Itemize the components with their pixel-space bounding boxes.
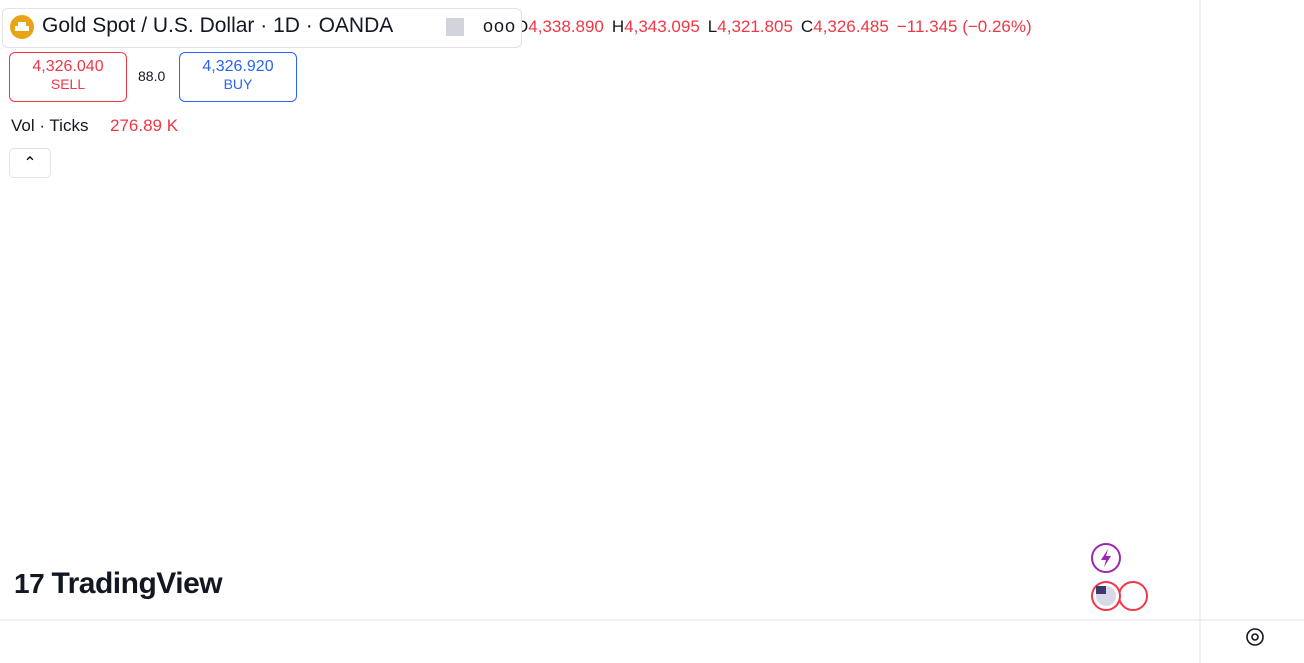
buy-price: 4,326.920 — [202, 58, 274, 75]
more-button[interactable]: ooo — [483, 16, 517, 36]
logo-text: TradingView — [51, 567, 223, 600]
settings-icon-core — [1251, 633, 1259, 641]
symbol-title: Gold Spot / U.S. Dollar · 1D · OANDA — [42, 14, 394, 37]
logo-mark: 17 — [14, 568, 52, 599]
sell-price: 4,326.040 — [32, 58, 104, 75]
volume-value: 276.89 K — [110, 116, 179, 135]
sell-label: SELL — [50, 76, 86, 92]
sell-button[interactable]: 4,326.040 SELL — [9, 52, 127, 102]
symbol-icon — [10, 15, 34, 39]
buy-label: BUY — [223, 76, 253, 92]
flag-canton — [1096, 586, 1106, 594]
collapse-button[interactable]: ⌃ — [9, 148, 51, 178]
logo: 17 TradingView — [14, 567, 223, 601]
symbol-bar[interactable] — [2, 8, 522, 48]
event-bolt — [1101, 549, 1111, 567]
volume-indicator: Vol · Ticks — [11, 116, 89, 135]
flag-button[interactable] — [446, 18, 464, 36]
flag-icon[interactable] — [1118, 581, 1148, 611]
buy-button[interactable]: 4,326.920 BUY — [179, 52, 297, 102]
settings-icon[interactable] — [1246, 628, 1264, 646]
spread: 88.0 — [138, 68, 166, 84]
